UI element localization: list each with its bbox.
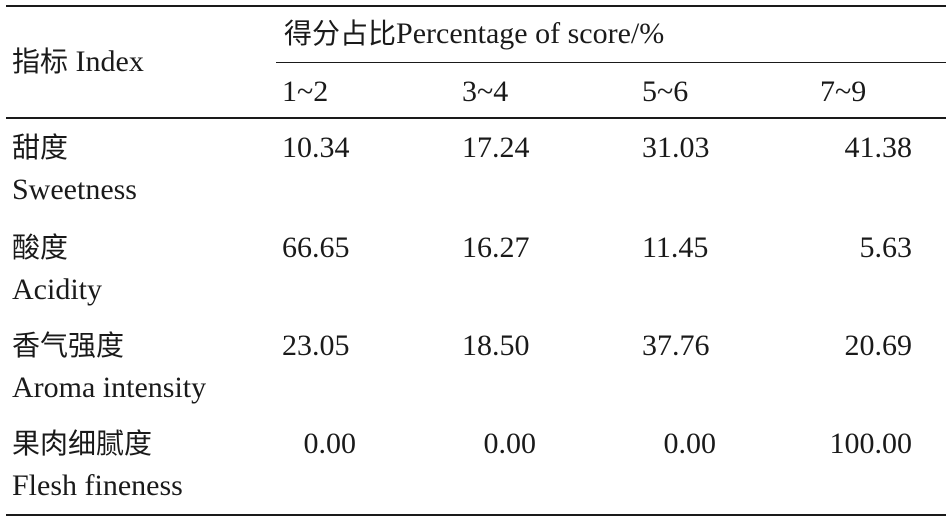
row-flesh-label-en: Flesh fineness xyxy=(12,469,183,502)
row-acidity-label-cn: 酸度 xyxy=(12,231,69,264)
row-flesh-value-1: 0.00 xyxy=(303,427,357,460)
column-header-5-6: 5~6 xyxy=(642,75,689,108)
row-aroma-value-4: 20.69 xyxy=(844,329,913,362)
row-aroma-value-1: 23.05 xyxy=(282,329,350,362)
header-index-cn: 指标 xyxy=(12,45,69,78)
row-flesh-label-cn: 果肉细腻度 xyxy=(12,427,153,460)
column-header-1-2: 1~2 xyxy=(282,75,329,108)
row-acidity-value-1: 66.65 xyxy=(282,231,350,264)
column-header-3-4: 3~4 xyxy=(462,75,509,108)
table-bottom-rule xyxy=(6,514,946,516)
row-aroma-label-en: Aroma intensity xyxy=(12,371,207,404)
row-aroma-value-3: 37.76 xyxy=(642,329,710,362)
row-sweetness-value-3: 31.03 xyxy=(642,131,710,164)
column-header-7-9: 7~9 xyxy=(820,75,867,108)
row-aroma-value-2: 18.50 xyxy=(462,329,530,362)
header-bottom-rule xyxy=(6,117,946,119)
header-group-en: Percentage of score/% xyxy=(396,17,665,50)
row-sweetness-value-1: 10.34 xyxy=(282,131,350,164)
header-group-cn: 得分占比 xyxy=(284,17,397,50)
header-group: 得分占比Percentage of score/% xyxy=(284,14,664,54)
row-aroma-label-cn: 香气强度 xyxy=(12,329,125,362)
row-acidity-value-4: 5.63 xyxy=(859,231,913,264)
row-acidity-label-en: Acidity xyxy=(12,273,102,306)
row-sweetness-label-cn: 甜度 xyxy=(12,131,69,164)
row-flesh-value-3: 0.00 xyxy=(663,427,717,460)
row-acidity-value-3: 11.45 xyxy=(642,231,709,264)
row-flesh-value-2: 0.00 xyxy=(483,427,537,460)
header-group-rule xyxy=(276,62,946,63)
row-sweetness-value-4: 41.38 xyxy=(844,131,913,164)
row-sweetness-value-2: 17.24 xyxy=(462,131,530,164)
row-flesh-value-4: 100.00 xyxy=(829,427,913,460)
header-index-en: Index xyxy=(75,45,144,78)
header-index: 指标 Index xyxy=(12,42,144,82)
table-top-rule xyxy=(6,5,946,7)
row-sweetness-label-en: Sweetness xyxy=(12,173,137,206)
row-acidity-value-2: 16.27 xyxy=(462,231,530,264)
